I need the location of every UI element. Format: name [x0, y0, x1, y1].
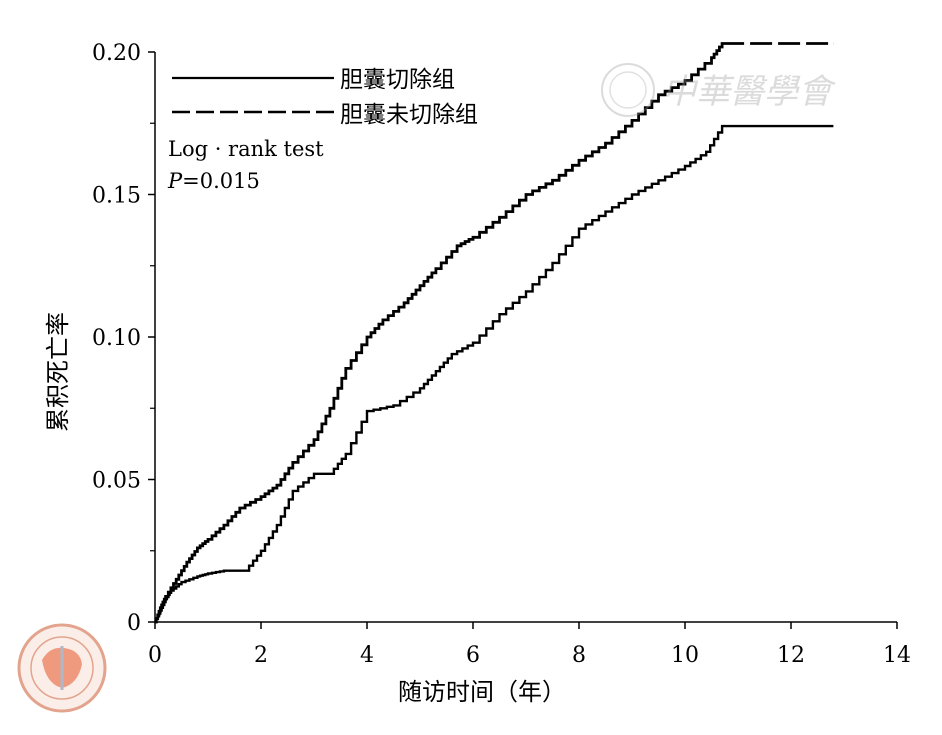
watermark-seal-icon	[601, 63, 655, 117]
series-line-2	[154, 42, 834, 624]
x-tick-label: 10	[671, 643, 699, 668]
x-tick-label: 4	[360, 643, 374, 668]
legend: 胆囊切除组 胆囊未切除组	[172, 67, 478, 128]
x-tick-label: 8	[572, 643, 586, 668]
x-tick-label: 6	[466, 643, 480, 668]
y-tick-label: 0.10	[92, 326, 141, 351]
x-tick-label: 2	[254, 643, 268, 668]
y-tick-label: 0.05	[92, 469, 141, 494]
legend-label-series-1: 胆囊切除组	[340, 67, 455, 93]
p-value-annotation: P=0.015	[167, 169, 260, 193]
x-axis-label: 随访时间（年）	[398, 678, 566, 706]
x-tick-label: 14	[883, 643, 911, 668]
y-tick-label: 0.20	[92, 41, 141, 66]
y-ticks: 0 0.05 0.10 0.15 0.20	[92, 41, 155, 636]
legend-label-series-2: 胆囊未切除组	[340, 102, 478, 128]
p-label: P	[167, 169, 183, 193]
watermark-text: 中華醫學會	[662, 72, 837, 112]
series-line-1	[155, 124, 834, 624]
test-name-annotation: Log · rank test	[168, 137, 324, 161]
x-tick-label: 0	[148, 643, 162, 668]
x-tick-label: 12	[777, 643, 805, 668]
x-ticks: 0 2 4 6 8 10 12 14	[148, 622, 911, 668]
y-tick-label: 0.15	[92, 184, 141, 209]
watermark-top-right: 中華醫學會	[601, 63, 837, 117]
y-tick-label: 0	[127, 611, 141, 636]
series-layer	[154, 41, 834, 624]
p-value: =0.015	[182, 169, 260, 193]
association-logo-icon	[17, 623, 107, 713]
y-axis-label: 累积死亡率	[44, 312, 72, 432]
